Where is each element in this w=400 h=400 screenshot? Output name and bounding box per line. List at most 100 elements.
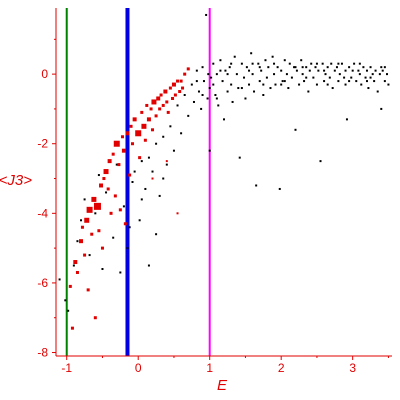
data-point: [380, 66, 383, 69]
data-point: [93, 316, 97, 320]
data-point: [105, 191, 108, 194]
data-point: [67, 309, 70, 312]
data-point: [253, 90, 256, 93]
data-point: [238, 156, 241, 159]
data-point: [307, 90, 310, 93]
data-point: [260, 69, 263, 72]
data-point: [340, 62, 343, 65]
x-tick-label: 3: [349, 361, 356, 375]
data-point: [166, 110, 170, 114]
data-point: [237, 87, 240, 90]
data-point: [303, 80, 306, 83]
data-point: [155, 233, 158, 236]
data-point: [321, 62, 324, 65]
data-point: [251, 73, 254, 76]
data-point: [109, 211, 113, 215]
data-point: [195, 80, 198, 83]
data-point: [223, 118, 225, 121]
data-point: [94, 212, 97, 215]
data-point: [217, 104, 220, 107]
data-point: [169, 125, 172, 128]
data-point: [269, 87, 272, 90]
data-point: [97, 174, 100, 177]
data-point: [335, 66, 338, 69]
data-point: [128, 173, 132, 177]
data-point: [387, 83, 390, 86]
data-point: [68, 284, 72, 288]
data-point: [158, 107, 162, 111]
data-point: [378, 73, 381, 76]
data-point: [319, 160, 322, 163]
data-point: [145, 103, 149, 107]
data-point: [138, 156, 142, 160]
data-point: [294, 128, 297, 131]
data-point: [243, 76, 246, 79]
data-point: [141, 123, 147, 129]
data-point: [365, 69, 368, 72]
data-point: [119, 271, 122, 274]
data-point: [195, 69, 198, 72]
data-point: [290, 76, 293, 79]
data-point: [337, 80, 340, 83]
data-point: [245, 66, 248, 69]
data-point: [215, 97, 218, 100]
data-point: [190, 83, 193, 86]
data-point: [350, 76, 353, 79]
data-point: [176, 104, 179, 107]
data-point: [99, 183, 104, 188]
data-point: [348, 66, 351, 69]
data-point: [83, 198, 86, 201]
data-point: [165, 163, 168, 166]
data-point: [181, 86, 185, 90]
data-point: [280, 69, 283, 72]
data-point: [337, 62, 340, 65]
data-point: [208, 87, 211, 90]
data-point: [343, 76, 346, 79]
data-point: [283, 80, 286, 83]
data-point: [183, 72, 187, 76]
data-point: [123, 222, 127, 226]
data-point: [330, 62, 333, 65]
data-point: [113, 194, 117, 198]
data-point: [294, 66, 297, 69]
data-point: [360, 83, 363, 86]
data-point: [323, 69, 326, 72]
data-point: [70, 326, 74, 330]
data-point: [380, 107, 383, 110]
data-point: [305, 76, 308, 79]
data-point: [305, 66, 308, 69]
data-point: [75, 270, 79, 274]
data-point: [197, 90, 200, 93]
data-point: [205, 13, 208, 16]
data-point: [373, 80, 376, 83]
data-point: [130, 142, 134, 146]
data-point: [315, 62, 318, 65]
y-tick-label: -2: [37, 137, 48, 151]
data-point: [151, 170, 154, 173]
data-point: [144, 187, 147, 190]
data-point: [86, 288, 90, 292]
data-point: [126, 247, 129, 250]
data-point: [383, 80, 386, 83]
data-point: [358, 62, 361, 65]
data-point: [64, 299, 67, 302]
x-axis-title: E: [217, 377, 228, 394]
data-point: [273, 73, 276, 76]
data-point: [176, 212, 179, 215]
data-point: [72, 264, 75, 267]
data-point: [101, 268, 104, 270]
data-point: [215, 73, 218, 76]
data-point: [357, 69, 360, 72]
y-tick-label: -4: [37, 206, 48, 220]
data-point: [162, 135, 165, 138]
data-point: [201, 94, 204, 96]
data-point: [310, 62, 313, 65]
data-point: [83, 253, 87, 257]
data-point: [278, 187, 281, 190]
data-point: [233, 55, 236, 58]
data-point: [132, 117, 137, 122]
data-point: [374, 69, 377, 72]
data-point: [210, 76, 213, 79]
data-point: [381, 69, 384, 72]
